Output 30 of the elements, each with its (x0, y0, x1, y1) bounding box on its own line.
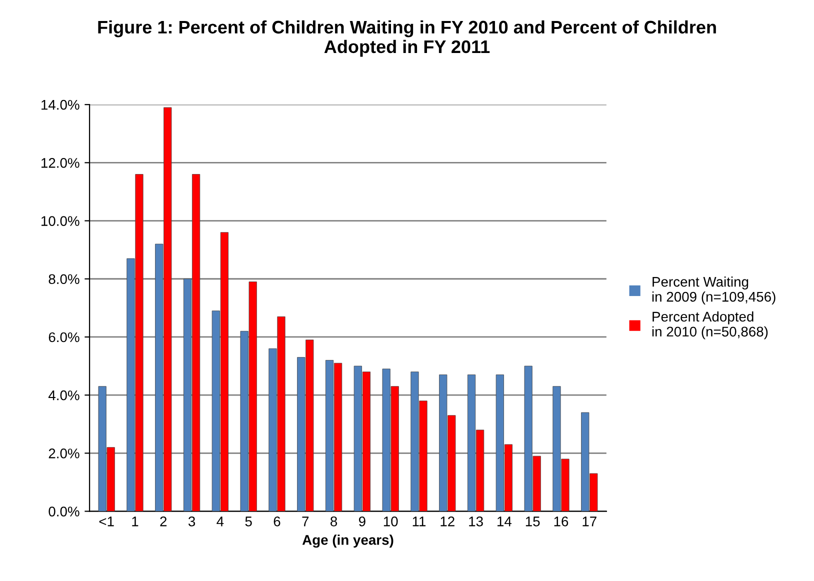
x-tick-label: 6 (274, 516, 280, 526)
y-tick-label: 8.0% (48, 274, 80, 284)
x-tick-label: 11 (412, 516, 426, 526)
x-tick-label: 7 (302, 516, 309, 526)
x-tick-label: 3 (188, 516, 196, 526)
y-tick-label: 0.0% (48, 506, 80, 516)
x-tick-label: 8 (330, 516, 338, 526)
y-tick-label: 6.0% (48, 332, 80, 342)
x-tick-label: 9 (358, 516, 366, 526)
x-axis-title: Age (in years) (302, 534, 394, 548)
x-tick-label: 17 (582, 516, 596, 526)
y-tick-label: 2.0% (48, 448, 80, 458)
y-tick-label: 4.0% (48, 390, 80, 400)
x-tick-label: 14 (498, 516, 512, 526)
x-tick-label: <1 (99, 516, 114, 526)
legend-label: Percent Waiting in 2009 (n=109,456) (652, 276, 776, 304)
x-tick-label: 10 (384, 516, 398, 526)
x-tick-label: 16 (554, 516, 568, 526)
x-tick-label: 13 (469, 516, 483, 526)
legend-label: Percent Adopted in 2010 (n=50,868) (652, 311, 768, 340)
x-tick-label: 15 (526, 516, 540, 526)
x-tick-label: 4 (216, 516, 224, 526)
y-tick-label: 14.0% (41, 100, 80, 110)
y-tick-label: 10.0% (41, 216, 80, 226)
y-tick-label: 12.0% (41, 158, 80, 168)
x-tick-label: 1 (132, 516, 138, 526)
x-tick-label: 5 (245, 516, 252, 526)
x-tick-label: 12 (440, 516, 454, 526)
chart-title: Figure 1: Percent of Children Waiting in FY 2010 and Percent of Children Adopted in FY 2011 (98, 20, 716, 57)
x-tick-label: 2 (160, 516, 167, 526)
